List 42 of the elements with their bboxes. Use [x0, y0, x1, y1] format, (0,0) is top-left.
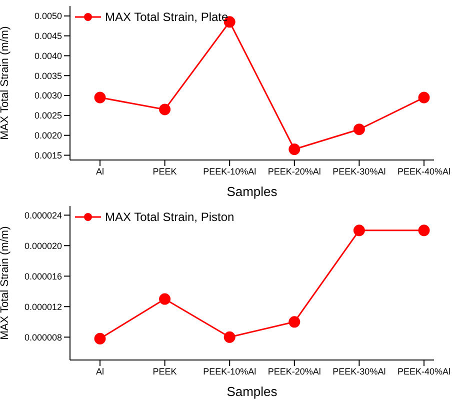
x-tick-label: PEEK-20%Al: [268, 366, 321, 376]
x-tick-label: PEEK-30%Al: [332, 166, 386, 176]
y-axis-title: MAX Total Strain (m/m): [0, 226, 11, 340]
y-tick-label: 0.0015: [34, 150, 62, 160]
point: [94, 332, 106, 344]
x-axis-title: Samples: [226, 384, 278, 399]
point: [159, 293, 171, 305]
x-tick-label: PEEK: [152, 166, 177, 176]
x-tick-label: PEEK-20%Al: [268, 166, 321, 176]
point: [288, 316, 300, 328]
y-tick-label: 0.000024: [24, 210, 62, 220]
x-tick-label: PEEK-40%Al: [397, 166, 451, 176]
point: [418, 92, 430, 104]
x-tick-label: Al: [96, 366, 104, 376]
x-axis-title: Samples: [226, 184, 278, 199]
y-tick-label: 0.0050: [34, 11, 62, 22]
x-tick-label: Al: [96, 166, 104, 176]
point: [353, 224, 365, 236]
y-axis-title: MAX Total Strain (m/m): [0, 26, 11, 140]
y-tick-label: 0.0030: [34, 90, 62, 101]
y-tick-label: 0.0020: [34, 130, 62, 141]
legend-label: MAX Total Strain, Plate: [105, 10, 228, 24]
x-tick-label: PEEK-40%Al: [397, 366, 451, 376]
x-tick-label: PEEK-10%Al: [203, 166, 256, 176]
x-tick-label: PEEK-10%Al: [203, 366, 256, 376]
point: [159, 104, 171, 116]
legend-label: MAX Total Strain, Piston: [105, 210, 234, 224]
y-tick-label: 0.0025: [34, 110, 62, 121]
y-tick-label: 0.000020: [24, 240, 62, 251]
x-tick-label: PEEK-30%Al: [332, 366, 386, 376]
point: [418, 224, 430, 236]
y-tick-label: 0.000016: [24, 271, 62, 282]
x-tick-label: PEEK: [152, 366, 177, 376]
y-tick-label: 0.0035: [34, 70, 62, 81]
point: [288, 144, 300, 156]
point: [353, 124, 365, 136]
y-tick-label: 0.000012: [24, 302, 62, 312]
point: [94, 92, 106, 104]
y-tick-label: 0.0040: [34, 50, 62, 61]
point: [224, 331, 236, 343]
y-tick-label: 0.0045: [34, 31, 62, 42]
y-tick-label: 0.000008: [24, 332, 62, 342]
